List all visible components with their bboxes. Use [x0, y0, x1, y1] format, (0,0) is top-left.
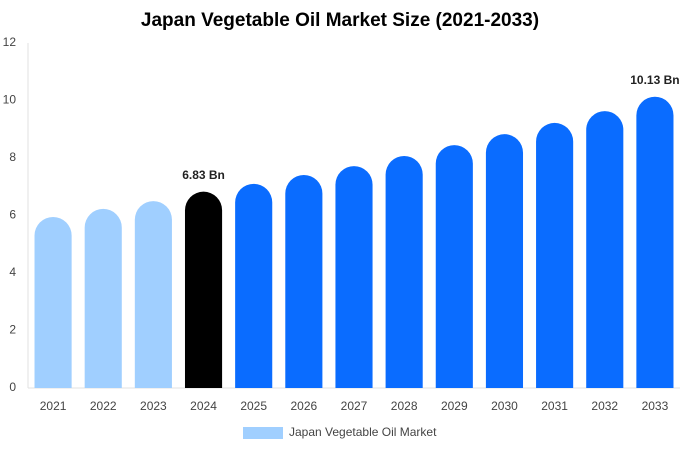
x-tick-label: 2025 [240, 399, 267, 413]
bar [184, 191, 223, 388]
x-tick-label: 2021 [40, 399, 67, 413]
bar [586, 111, 624, 388]
y-tick-label: 0 [9, 380, 16, 394]
x-tick-label: 2033 [642, 399, 669, 413]
x-tick-label: 2031 [541, 399, 568, 413]
x-tick-label: 2022 [90, 399, 117, 413]
y-tick-label: 8 [9, 150, 16, 164]
x-tick-label: 2029 [441, 399, 468, 413]
y-tick-label: 12 [3, 35, 17, 49]
y-tick-label: 4 [9, 265, 16, 279]
value-label: 6.83 Bn [182, 168, 225, 182]
value-label: 10.13 Bn [630, 73, 679, 87]
bar [385, 155, 423, 388]
bar [335, 166, 373, 388]
y-tick-label: 2 [9, 323, 16, 337]
legend-swatch [243, 427, 283, 439]
bar [536, 122, 574, 388]
x-tick-label: 2030 [491, 399, 518, 413]
bar [235, 183, 273, 388]
bar [34, 216, 72, 388]
x-tick-label: 2028 [391, 399, 418, 413]
bar [485, 134, 524, 388]
chart-title: Japan Vegetable Oil Market Size (2021-20… [141, 10, 539, 31]
bar [285, 174, 323, 388]
y-tick-label: 10 [3, 93, 17, 107]
legend-label: Japan Vegetable Oil Market [289, 425, 437, 439]
x-tick-label: 2032 [591, 399, 618, 413]
x-tick-label: 2024 [190, 399, 217, 413]
x-tick-label: 2027 [341, 399, 368, 413]
x-tick-label: 2023 [140, 399, 167, 413]
bar [134, 201, 172, 388]
y-tick-label: 6 [9, 208, 16, 222]
bar [84, 208, 122, 388]
bar [636, 96, 674, 389]
x-tick-label: 2026 [290, 399, 317, 413]
bar [435, 145, 473, 388]
